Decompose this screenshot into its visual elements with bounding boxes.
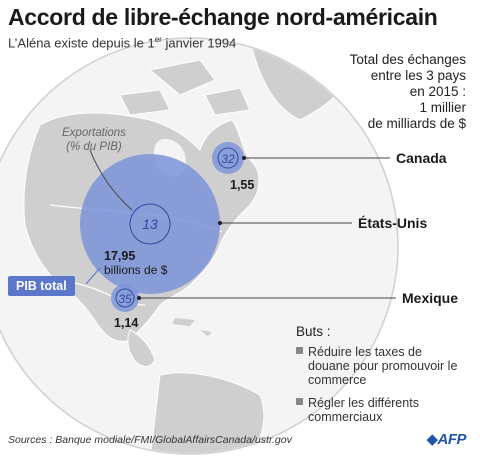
mexico-export-pct: 35 bbox=[118, 292, 132, 306]
canada-pib-bubble bbox=[212, 142, 244, 174]
arctic-islands-shape bbox=[119, 59, 251, 116]
country-label-usa: États-Unis bbox=[358, 215, 428, 231]
total-trade-note: Total des échanges entre les 3 pays en 2… bbox=[349, 52, 466, 131]
us-dot bbox=[218, 221, 222, 225]
us-pib-bubble bbox=[80, 154, 220, 294]
us-pib-value: 17,95 bbox=[104, 249, 136, 263]
mexico-pib-value: 1,14 bbox=[114, 316, 139, 330]
exports-leader-line bbox=[89, 149, 133, 211]
page-title: Accord de libre-échange nord-américain bbox=[8, 4, 438, 30]
us-pib-unit: billions de $ bbox=[104, 263, 168, 277]
country-label-canada: Canada bbox=[396, 150, 447, 166]
canada-dot bbox=[242, 156, 246, 160]
us-export-pct: 13 bbox=[142, 216, 158, 232]
mexico-export-ring bbox=[115, 288, 135, 308]
south-america-shape bbox=[149, 372, 265, 453]
central-america-shape bbox=[127, 329, 156, 367]
country-label-mexico: Mexique bbox=[402, 290, 459, 306]
goal-item: Régler les différents commerciaux bbox=[296, 396, 466, 424]
canada-export-ring bbox=[217, 147, 239, 169]
bullet-square-icon bbox=[296, 347, 303, 354]
afp-logo: ◆AFP bbox=[426, 431, 466, 448]
page-subtitle: L’Aléna existe depuis le 1er janvier 199… bbox=[8, 35, 237, 51]
exports-legend-label: Exportations (% du PIB) bbox=[62, 127, 126, 153]
bullet-square-icon bbox=[296, 398, 303, 405]
mexico-dot bbox=[137, 296, 141, 300]
canada-export-pct: 32 bbox=[221, 152, 235, 166]
canada-pib-value: 1,55 bbox=[230, 178, 255, 192]
pib-total-badge: PIB total bbox=[8, 276, 75, 296]
pib-badge-connector bbox=[85, 267, 101, 285]
us-export-ring bbox=[129, 203, 171, 245]
goal-item: Réduire les taxes de douane pour promouv… bbox=[296, 345, 466, 387]
sources-note: Sources : Banque modiale/FMI/GlobalAffai… bbox=[8, 434, 292, 446]
caribbean-shape bbox=[172, 318, 212, 336]
goals-title: Buts : bbox=[296, 324, 331, 339]
mexico-pib-bubble bbox=[111, 284, 139, 312]
